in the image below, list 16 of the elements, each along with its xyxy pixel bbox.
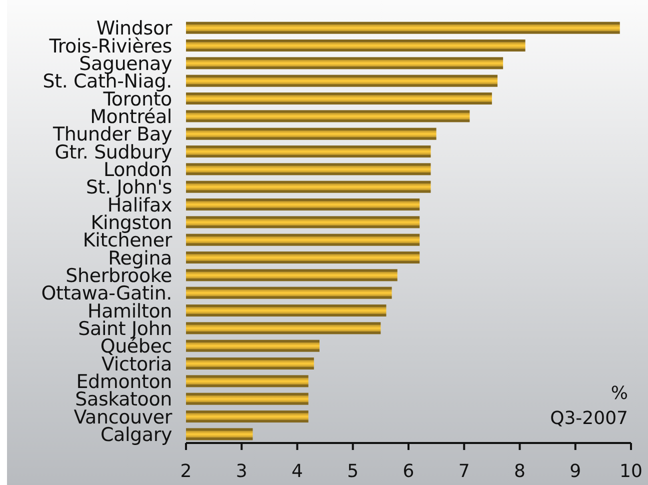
y-tick-label: Regina (108, 247, 172, 270)
x-tick-label: 6 (402, 461, 414, 482)
x-tick-label: 7 (458, 461, 470, 482)
x-tick-label: 2 (180, 461, 192, 482)
annotation: Q3-2007 (550, 408, 628, 429)
y-tick-label: St. John's (86, 176, 172, 199)
x-tick-label: 4 (292, 461, 303, 482)
y-tick-label: Saskatoon (75, 388, 172, 411)
y-tick-label: Calgary (100, 424, 172, 446)
x-tick-label: 9 (570, 461, 582, 482)
x-tick-label: 3 (236, 461, 248, 482)
x-tick-label: 5 (347, 461, 359, 482)
y-tick-label: Kingston (90, 212, 172, 234)
annotation: % (610, 383, 628, 404)
x-tick-label: 8 (514, 461, 526, 482)
x-tick-label: 10 (620, 461, 642, 482)
